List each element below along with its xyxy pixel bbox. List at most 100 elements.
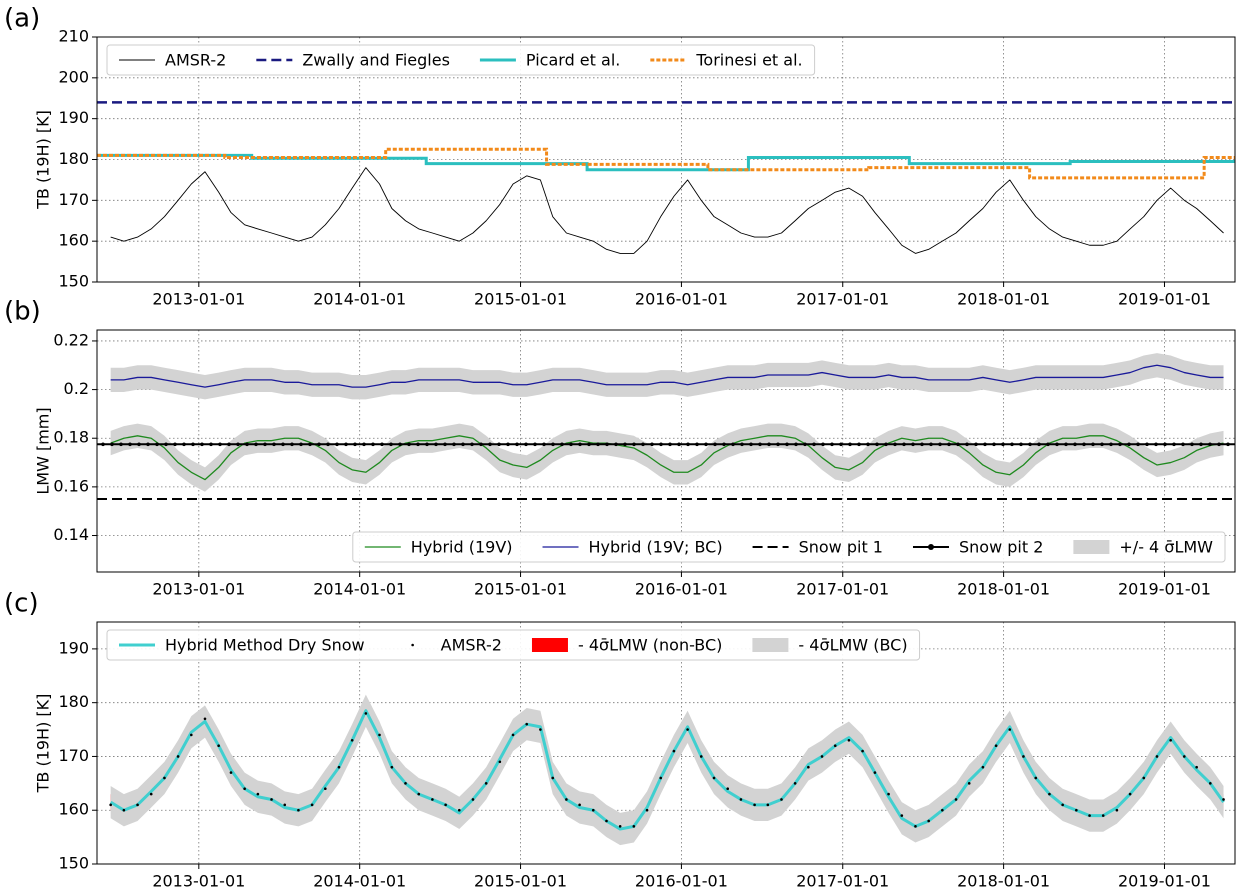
y-axis-label: TB (19H) [K]: [34, 694, 53, 794]
point: [297, 808, 300, 812]
reference-marker: [677, 442, 681, 447]
reference-marker: [551, 442, 555, 447]
point: [539, 728, 542, 731]
reference-marker: [758, 442, 762, 447]
legend-label: Torinesi et al.: [695, 51, 802, 70]
x-tick-label: 2014-01-01: [313, 872, 406, 891]
x-tick-label: 2018-01-01: [957, 290, 1050, 309]
reference-marker: [794, 442, 798, 447]
point: [1128, 792, 1132, 796]
point: [645, 808, 649, 812]
point: [136, 803, 139, 807]
point: [149, 792, 153, 796]
reference-marker: [605, 442, 609, 447]
panel-label: (b): [4, 297, 41, 327]
legend-swatch: [752, 638, 789, 652]
point: [203, 717, 207, 721]
panel-label: (a): [4, 4, 40, 34]
y-tick-label: 190: [58, 638, 89, 657]
legend: Hybrid Method Dry Snow AMSR-2 - 4σ̄LMW (no…: [106, 629, 921, 661]
y-tick-label: 150: [58, 272, 89, 291]
point: [498, 760, 502, 764]
y-tick-label: 190: [58, 108, 89, 127]
reference-marker: [1154, 442, 1158, 447]
reference-marker: [920, 442, 924, 447]
point: [914, 825, 917, 828]
reference-marker: [830, 442, 834, 447]
reference-marker: [425, 442, 429, 447]
reference-marker: [749, 442, 753, 447]
reference-marker: [362, 442, 366, 447]
reference-marker: [722, 442, 726, 447]
legend-marker: [927, 544, 934, 550]
reference-marker: [263, 442, 267, 447]
point: [1101, 814, 1105, 817]
reference-marker: [371, 442, 375, 447]
y-tick-label: 0.18: [53, 428, 89, 447]
plot-frame: [96, 36, 1236, 283]
legend-label: Picard et al.: [526, 51, 620, 70]
point: [1209, 782, 1212, 785]
point: [350, 739, 354, 742]
y-tick-label: 150: [58, 854, 89, 873]
reference-marker: [884, 442, 888, 447]
legend-box: [352, 531, 1226, 563]
reference-marker: [623, 442, 627, 447]
reference-marker: [938, 442, 942, 447]
y-axis-label: TB (19H) [K]: [34, 110, 53, 210]
point: [1183, 755, 1186, 758]
point: [337, 765, 341, 769]
point: [1169, 739, 1172, 742]
reference-marker: [479, 442, 483, 447]
step-line: [97, 147, 1235, 180]
point: [256, 792, 260, 796]
reference-marker: [659, 442, 663, 447]
reference-marker: [533, 442, 537, 447]
reference-marker: [839, 442, 843, 447]
legend-label: Zwally and Fiegles: [302, 51, 450, 70]
reference-marker: [1073, 442, 1077, 447]
reference-marker: [200, 442, 204, 447]
reference-marker: [1037, 442, 1041, 447]
reference-marker: [1046, 442, 1050, 447]
reference-marker: [812, 442, 816, 447]
reference-marker: [146, 442, 150, 447]
reference-marker: [848, 442, 852, 447]
legend-swatch: [531, 638, 568, 652]
point: [364, 712, 368, 715]
point: [672, 749, 676, 753]
x-tick-label: 2017-01-01: [796, 872, 889, 891]
reference-marker: [776, 442, 780, 447]
point: [471, 798, 475, 801]
point: [686, 728, 689, 731]
point: [766, 803, 770, 807]
reference-marker: [1028, 442, 1032, 447]
reference-marker: [236, 442, 240, 447]
point: [659, 776, 663, 780]
reference-marker: [866, 442, 870, 447]
reference-marker: [1082, 442, 1086, 447]
point: [525, 722, 529, 726]
legend-label: +/- 4 σ̄LMW: [1119, 538, 1213, 557]
point: [1022, 755, 1025, 758]
point: [887, 792, 890, 796]
point: [444, 803, 447, 807]
point: [163, 776, 166, 780]
y-tick-label: 200: [58, 67, 89, 86]
reference-marker: [470, 442, 474, 447]
point: [578, 803, 581, 807]
reference-marker: [398, 442, 402, 447]
point: [190, 733, 193, 737]
point: [981, 765, 985, 769]
reference-marker: [560, 442, 564, 447]
reference-marker: [542, 442, 546, 447]
reference-marker: [209, 442, 213, 447]
point: [780, 798, 783, 801]
reference-marker: [1217, 442, 1221, 447]
x-tick-label: 2016-01-01: [635, 580, 728, 599]
band: [110, 694, 1224, 846]
point: [122, 808, 126, 812]
reference-marker: [281, 442, 285, 447]
line: [110, 167, 1224, 254]
